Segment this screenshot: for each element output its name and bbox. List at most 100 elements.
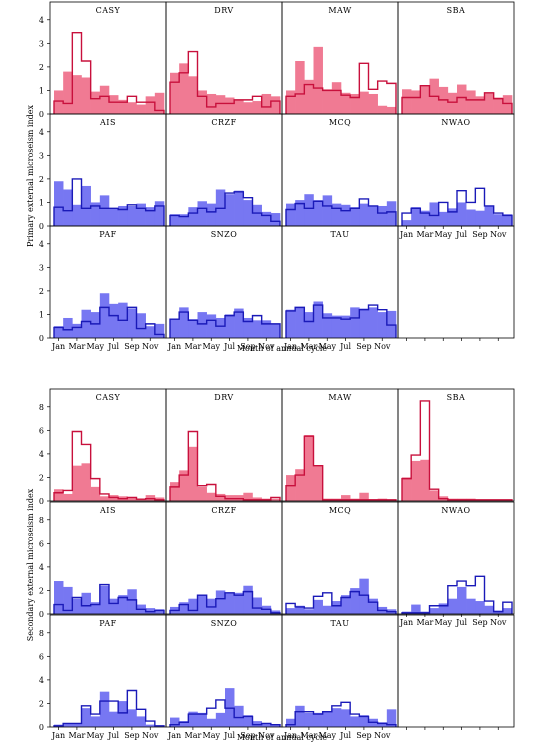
y-tick-label: 0 (39, 334, 44, 343)
filled-bar (377, 312, 388, 338)
x-tick-label: Jan (399, 618, 413, 627)
filled-bar (304, 194, 314, 226)
filled-bar (475, 210, 485, 226)
filled-bar (377, 205, 388, 226)
filled-bar (502, 214, 513, 226)
filled-bar (402, 477, 412, 501)
filled-bar (188, 319, 198, 338)
filled-bar (154, 201, 165, 226)
x-tick-label: May (435, 230, 453, 239)
filled-bar (197, 712, 207, 727)
x-tick-label: Mar (417, 230, 434, 239)
y-tick-label: 4 (39, 450, 44, 459)
station-label: TAU (331, 230, 350, 239)
outline-step (53, 689, 165, 727)
filled-bar (313, 599, 323, 614)
filled-bar (81, 592, 91, 614)
filled-bar (350, 93, 360, 114)
y-tick-label: 8 (39, 629, 44, 638)
filled-bar (118, 99, 128, 114)
panel-frame (397, 388, 515, 502)
y-tick-label: 1 (39, 310, 44, 319)
outline-step (53, 32, 165, 114)
station-label: CASY (96, 6, 121, 15)
filled-bar (127, 205, 137, 226)
x-tick-label: Mar (417, 618, 434, 627)
y-tick-label: 2 (39, 63, 44, 72)
x-tick-label: May (87, 731, 105, 740)
x-tick-label: Sep (472, 618, 487, 627)
x-tick-label: Jan (283, 731, 297, 740)
x-tick-label: Jul (339, 731, 351, 740)
filled-bar (313, 46, 323, 114)
outline-step (53, 306, 165, 338)
y-axis-label: Secondary external microseism index (26, 488, 35, 641)
filled-bar (215, 712, 226, 727)
y-tick-label: 0 (39, 110, 44, 119)
filled-bar (109, 303, 119, 338)
x-axis-label: Month of annual cycle (237, 344, 328, 353)
filled-bar (447, 208, 458, 226)
filled-bar (234, 705, 244, 727)
filled-bar (188, 207, 198, 226)
filled-bar (402, 220, 412, 226)
filled-bar (261, 93, 272, 114)
station-label: MAW (328, 6, 352, 15)
panel-tau: TAU (285, 230, 397, 338)
filled-bar (179, 63, 189, 114)
panel-sba: SBA (401, 6, 513, 114)
filled-bar (179, 602, 189, 614)
x-tick-label: May (319, 731, 337, 740)
filled-bar (359, 91, 369, 114)
y-tick-label: 3 (39, 39, 44, 48)
filled-bar (179, 214, 189, 226)
filled-bar (179, 307, 189, 338)
filled-bar (359, 578, 369, 614)
x-tick-label: May (203, 731, 221, 740)
filled-bar (188, 76, 198, 114)
filled-bar (136, 203, 146, 226)
panel-paf: PAF (53, 619, 165, 727)
filled-bar (90, 202, 101, 226)
station-label: TAU (331, 619, 350, 628)
outline-step (285, 304, 397, 338)
filled-bar (215, 95, 226, 114)
filled-bar (350, 716, 360, 727)
filled-bar (99, 85, 110, 114)
filled-bar (341, 92, 351, 114)
filled-bar (386, 201, 397, 226)
panel-nwao: NWAO (401, 506, 513, 614)
x-tick-label: Nov (142, 342, 159, 351)
filled-bar (197, 201, 207, 226)
filled-bar (304, 609, 314, 614)
filled-bar (127, 709, 137, 727)
filled-bar (322, 89, 333, 114)
filled-bar (502, 608, 513, 614)
outline-step (285, 435, 397, 501)
filled-bar (457, 202, 467, 226)
panel-nwao: NWAO (401, 118, 513, 226)
y-tick-label: 3 (39, 151, 44, 160)
panel-mcq: MCQ (285, 506, 397, 614)
filled-bar (206, 718, 217, 727)
filled-bar (215, 317, 226, 338)
filled-bar (90, 716, 101, 727)
filled-bar (81, 77, 91, 114)
y-tick-label: 2 (39, 175, 44, 184)
outline-step (401, 575, 513, 614)
x-tick-label: Mar (185, 731, 202, 740)
x-tick-label: Sep (124, 731, 139, 740)
filled-bar (72, 723, 82, 727)
secondary-microseism-chart: CASY DRV MAW SBA AIS CRZF MCQ NWAO PAF SNZO TAU 0 2 4… (26, 388, 515, 742)
y-tick-label: 1 (39, 198, 44, 207)
filled-bar (270, 724, 281, 727)
x-tick-label: Mar (301, 731, 318, 740)
y-tick-label: 4 (39, 128, 44, 137)
filled-bar (420, 459, 430, 501)
filled-bar (170, 72, 180, 114)
filled-bar (402, 89, 412, 114)
outline-step (285, 198, 397, 226)
filled-bar (368, 598, 378, 614)
panel-drv: DRV (169, 6, 281, 114)
panel-tau: TAU (285, 619, 397, 727)
